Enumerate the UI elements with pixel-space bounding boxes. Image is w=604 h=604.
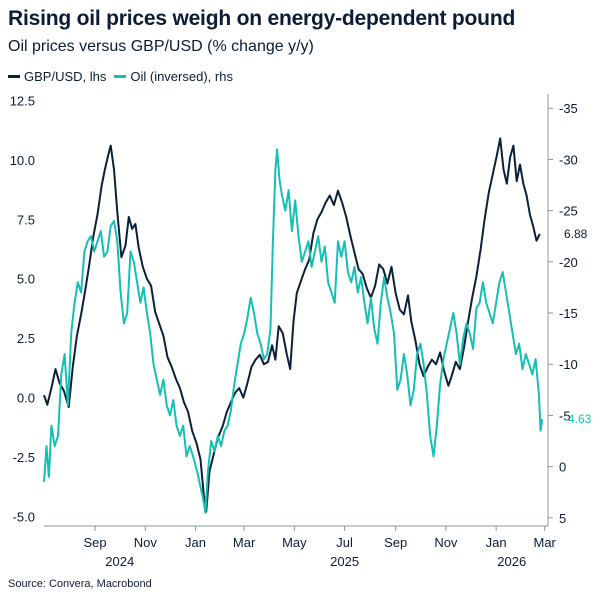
y-left-tick-label: 5.0 (17, 272, 35, 287)
y-right-tick-label: 5 (559, 511, 566, 526)
x-year-label: 2025 (330, 554, 359, 569)
end-label-oil: -4.63 (564, 412, 592, 426)
y-right-tick-label: -10 (559, 357, 578, 372)
legend-label-oil: Oil (inversed), rhs (130, 69, 233, 84)
y-left-tick-label: -5.0 (13, 509, 35, 524)
x-year-label: 2026 (497, 554, 526, 569)
y-right-tick-label: -5 (559, 408, 571, 423)
x-tick-label: Nov (434, 535, 458, 550)
x-tick-label: Mar (534, 535, 557, 550)
y-right-tick-label: 0 (559, 460, 566, 475)
y-left-tick-label: 0.0 (17, 391, 35, 406)
end-label-gbp: 6.88 (564, 227, 588, 241)
y-right-tick-label: -25 (559, 204, 578, 219)
y-left-tick-label: 2.5 (17, 331, 35, 346)
y-left-tick-label: -2.5 (13, 450, 35, 465)
y-right-tick-label: -20 (559, 255, 578, 270)
x-tick-label: Jan (486, 535, 507, 550)
chart-legend: GBP/USD, lhs Oil (inversed), rhs (8, 69, 233, 84)
legend-swatch-gbp (8, 75, 20, 78)
y-left-tick-label: 10.0 (10, 153, 35, 168)
x-tick-label: Jul (336, 535, 353, 550)
x-tick-label: May (282, 535, 307, 550)
x-year-label: 2024 (105, 554, 134, 569)
source-note: Source: Convera, Macrobond (8, 578, 152, 590)
x-tick-label: Jan (185, 535, 206, 550)
y-right-tick-label: -35 (559, 101, 578, 116)
legend-item-oil: Oil (inversed), rhs (114, 69, 233, 84)
chart-subtitle: Oil prices versus GBP/USD (% change y/y) (8, 38, 314, 55)
legend-swatch-oil (114, 75, 127, 78)
series-line-oil (43, 148, 544, 514)
y-right-tick-label: -15 (559, 306, 578, 321)
chart-title: Rising oil prices weigh on energy-depend… (8, 7, 516, 30)
legend-label-gbp: GBP/USD, lhs (24, 69, 107, 84)
y-left-tick-label: 7.5 (17, 212, 35, 227)
x-tick-label: Sep (384, 535, 407, 550)
x-tick-label: Mar (233, 535, 256, 550)
legend-item-gbp: GBP/USD, lhs (8, 69, 106, 84)
x-tick-label: Sep (83, 535, 106, 550)
y-right-tick-label: -30 (559, 152, 578, 167)
y-left-tick-label: 12.5 (10, 93, 35, 108)
series-line-gbp (43, 137, 541, 513)
x-tick-label: Nov (134, 535, 158, 550)
